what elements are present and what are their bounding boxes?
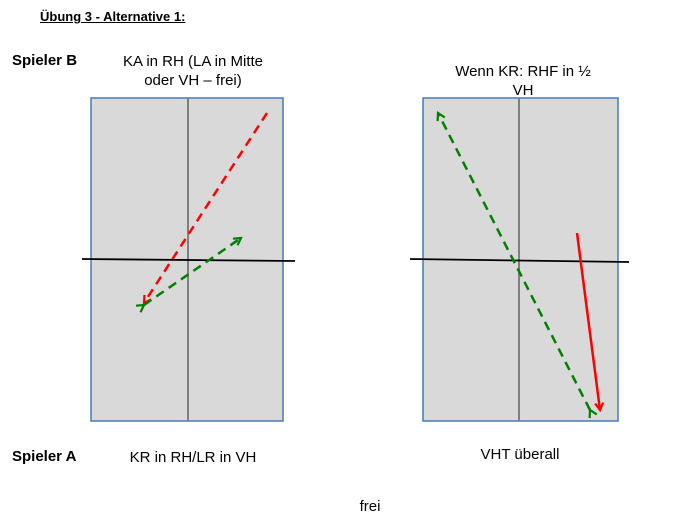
player-a-left-description: KR in RH/LR in VH bbox=[129, 449, 257, 466]
left-court bbox=[81, 97, 296, 422]
exercise-title: Übung 3 - Alternative 1: bbox=[40, 9, 186, 24]
player-b-right-description: Wenn KR: RHF in ½ VH bbox=[425, 62, 621, 100]
player-b-left-description-line1: KA in RH (LA in Mitte bbox=[122, 53, 264, 70]
footer-note: frei bbox=[359, 498, 381, 515]
player-b-left-description: KA in RH (LA in Mitte oder VH – frei) bbox=[100, 52, 286, 90]
right-red-solid-arrow bbox=[575, 232, 600, 410]
right-green-dashed-double-arrow bbox=[438, 113, 590, 410]
right-court bbox=[409, 97, 630, 422]
player-a-right-description: VHT überall bbox=[480, 446, 560, 463]
player-b-right-description-line1: Wenn KR: RHF in ½ bbox=[455, 63, 591, 80]
player-a-label: Spieler A bbox=[12, 448, 77, 465]
player-b-left-description-line2: oder VH – frei) bbox=[144, 72, 242, 89]
left-green-dashed-double-arrow bbox=[144, 238, 241, 305]
player-b-label: Spieler B bbox=[12, 52, 78, 69]
player-b-right-description-line2: VH bbox=[512, 82, 534, 99]
